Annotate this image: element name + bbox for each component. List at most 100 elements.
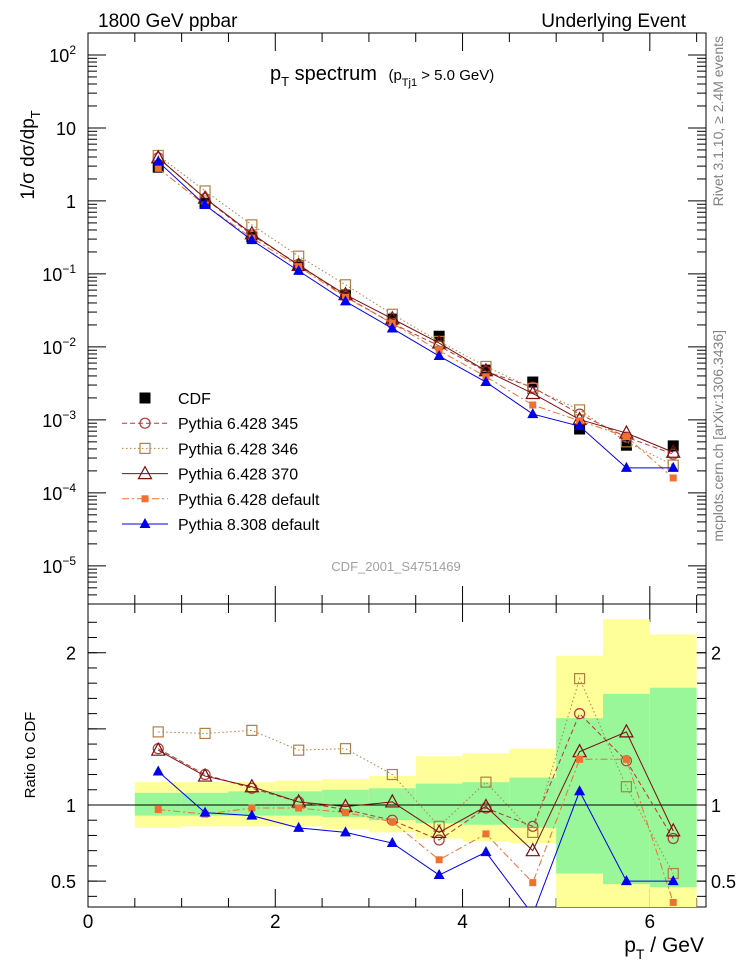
ratio-series-1 [152, 673, 679, 880]
ratio-point [433, 834, 445, 846]
ratio-point [620, 781, 633, 793]
title-rest: spectrum [289, 63, 377, 85]
ratio-point [480, 846, 492, 857]
ratio-point [339, 743, 352, 755]
data-point [669, 474, 677, 482]
legend: CDF Pythia 6.428 345 Pythia 6.428 346 Pythi… [122, 391, 320, 534]
legend-item: Pythia 6.428 370 [122, 465, 298, 484]
ratio-y-label: Ratio to CDF [22, 712, 39, 799]
ratio-point [246, 809, 258, 820]
ratio-point [386, 837, 398, 848]
ratio-point [573, 708, 586, 720]
uncertainty-band-inner [603, 693, 650, 885]
title-main: p [270, 63, 281, 85]
data-point [339, 279, 352, 291]
ratio-point [197, 767, 213, 782]
uncertainty-band-inner [556, 718, 603, 874]
ratio-point [388, 818, 396, 826]
y-tick-label: 1 [66, 192, 76, 212]
series-3 [150, 149, 681, 458]
ratio-point [152, 765, 164, 776]
data-point [620, 461, 632, 472]
x-axis-label: pT / GeV [624, 934, 704, 962]
ratio-point [433, 869, 445, 880]
y-tick-label: 10−3 [42, 408, 76, 431]
legend-marker [137, 465, 153, 480]
y-tick-label: 10−5 [42, 554, 76, 577]
data-point [340, 295, 351, 306]
ratio-point [620, 875, 632, 886]
legend-label: Pythia 6.428 345 [178, 416, 298, 433]
series-4 [154, 164, 677, 482]
header-left: 1800 GeV ppbar [98, 11, 238, 32]
ratio-point [618, 723, 634, 738]
legend-item: Pythia 8.308 default [122, 517, 320, 534]
ratio-point [154, 806, 162, 814]
data-point [293, 264, 305, 275]
legend-marker [139, 442, 151, 454]
ratio-point [199, 806, 211, 817]
ratio-tick-label-right: 0.5 [711, 872, 736, 892]
data-point [154, 164, 162, 172]
x-tick-label: 0 [83, 912, 94, 933]
legend-label: Pythia 6.428 370 [178, 467, 298, 484]
ratio-point [386, 768, 398, 781]
data-point [527, 408, 539, 419]
title-condition: (pTj1 > 5.0 GeV) [388, 67, 494, 89]
series-line [157, 157, 674, 453]
x-tick-label: 2 [270, 912, 281, 933]
ratio-line [157, 771, 674, 907]
data-point [622, 433, 630, 441]
mcplots-label: mcplots.cern.ch [arXiv:1306.3436] [710, 330, 726, 542]
ratio-point [480, 776, 492, 788]
ratio-point [295, 804, 303, 812]
uncertainty-band-inner [649, 687, 697, 888]
y-tick-label: 10−1 [42, 262, 76, 285]
y-axis-label: 1/σ dσ/dpT [18, 110, 43, 200]
ratio-point [525, 842, 541, 857]
ratio-point [574, 785, 586, 796]
ratio-bands [134, 619, 697, 907]
uncertainty-band-inner [415, 783, 463, 824]
legend-marker [139, 417, 151, 429]
ratio-line [158, 758, 674, 903]
legend-marker [139, 392, 151, 404]
ratio-point [669, 898, 677, 906]
legend-item: Pythia 6.428 345 [122, 416, 298, 433]
ratio-plot: 0 2 4 6 0.5 0.5 1 1 2 2 [51, 603, 736, 933]
x-tick-label: 6 [645, 912, 656, 933]
rivet-label: Rivet 3.1.10, ≥ 2.4M events [710, 36, 726, 206]
legend-marker [139, 518, 151, 528]
ratio-point [246, 724, 258, 736]
ratio-series-2 [150, 723, 681, 857]
data-point [665, 443, 681, 458]
ratio-point [665, 822, 681, 837]
data-point [573, 404, 586, 416]
series-line [157, 161, 674, 469]
ratio-tick-label: 0.5 [51, 872, 76, 892]
data-point [620, 439, 632, 451]
ratio-point [431, 824, 447, 838]
ratio-point [435, 856, 443, 864]
ratio-point [293, 821, 305, 832]
ratio-point [527, 826, 539, 838]
ratio-tick-label-right: 2 [711, 644, 721, 664]
data-point [293, 250, 305, 262]
uncertainty-band-inner [181, 792, 229, 816]
ratio-line [157, 731, 674, 852]
ratio-series [150, 673, 681, 919]
legend-marker [141, 495, 149, 503]
data-point [480, 364, 492, 376]
data-point [667, 461, 679, 472]
legend-item: Pythia 6.428 default [122, 492, 320, 509]
uncertainty-band-inner [509, 777, 557, 828]
ratio-point [199, 727, 211, 740]
legend-label: Pythia 6.428 default [178, 492, 320, 509]
y-tick-label: 102 [49, 43, 76, 66]
ratio-point [433, 820, 445, 832]
series-line [157, 167, 674, 479]
data-point [199, 198, 211, 209]
legend-label: CDF [178, 391, 211, 408]
ratio-line [158, 677, 674, 874]
ratio-point [527, 909, 538, 919]
